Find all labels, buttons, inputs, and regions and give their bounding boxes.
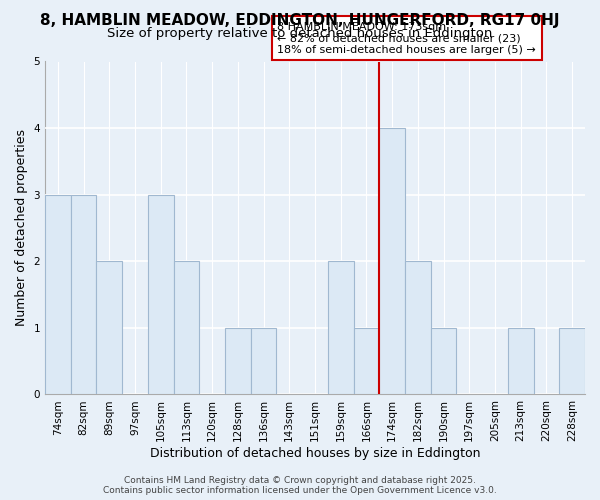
Bar <box>251 328 277 394</box>
Text: Size of property relative to detached houses in Eddington: Size of property relative to detached ho… <box>107 28 493 40</box>
Bar <box>45 194 71 394</box>
Bar <box>353 328 379 394</box>
Text: 8 HAMBLIN MEADOW: 173sqm
← 82% of detached houses are smaller (23)
18% of semi-d: 8 HAMBLIN MEADOW: 173sqm ← 82% of detach… <box>277 22 536 55</box>
Bar <box>379 128 405 394</box>
Bar <box>559 328 585 394</box>
Bar <box>328 262 353 394</box>
Bar <box>405 262 431 394</box>
Bar <box>508 328 533 394</box>
Bar <box>148 194 173 394</box>
Bar <box>71 194 97 394</box>
Text: 8, HAMBLIN MEADOW, EDDINGTON, HUNGERFORD, RG17 0HJ: 8, HAMBLIN MEADOW, EDDINGTON, HUNGERFORD… <box>40 12 560 28</box>
Bar <box>97 262 122 394</box>
Bar <box>225 328 251 394</box>
Bar <box>431 328 457 394</box>
Y-axis label: Number of detached properties: Number of detached properties <box>15 130 28 326</box>
Bar <box>173 262 199 394</box>
Text: Contains HM Land Registry data © Crown copyright and database right 2025.
Contai: Contains HM Land Registry data © Crown c… <box>103 476 497 495</box>
X-axis label: Distribution of detached houses by size in Eddington: Distribution of detached houses by size … <box>150 447 480 460</box>
